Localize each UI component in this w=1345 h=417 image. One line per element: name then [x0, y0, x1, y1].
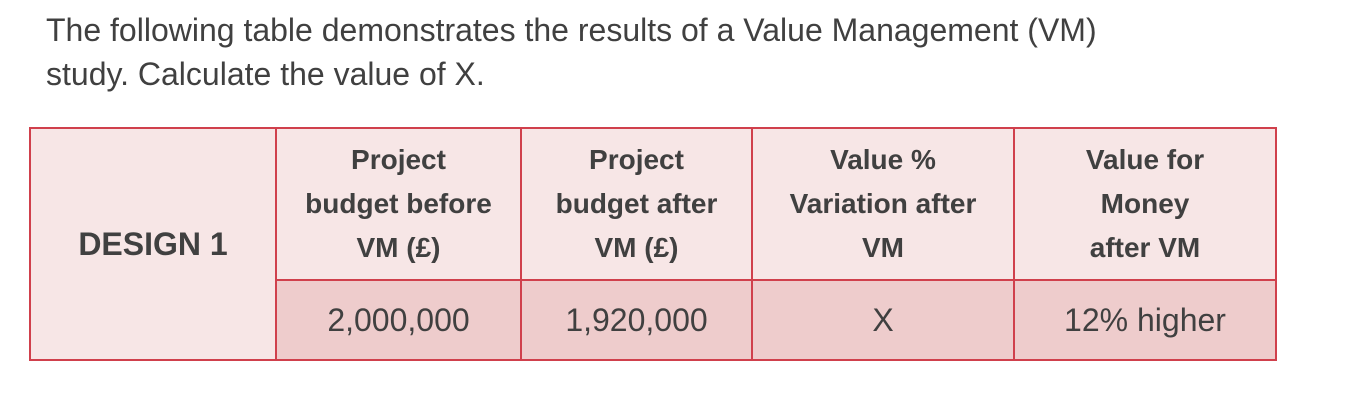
header-line: Project [589, 144, 684, 175]
question-line-2: study. Calculate the value of X. [46, 56, 485, 92]
table-header-row: DESIGN 1 Project budget before VM (£) Pr… [29, 127, 1277, 361]
value-variation-x: X [751, 279, 1015, 361]
header-budget-after-vm: Project budget after VM (£) [520, 127, 753, 281]
value-for-money: 12% higher [1013, 279, 1277, 361]
header-line: budget after [555, 188, 718, 219]
header-line: after VM [1089, 232, 1201, 263]
header-line: VM [862, 232, 904, 263]
header-line: budget before [305, 188, 492, 219]
header-line: VM (£) [356, 232, 441, 263]
header-line: Value for [1085, 144, 1205, 175]
header-budget-before-vm: Project budget before VM (£) [275, 127, 522, 281]
header-value-variation: Value % Variation after VM [751, 127, 1015, 281]
question-text: The following table demonstrates the res… [46, 8, 1286, 96]
header-line: VM (£) [594, 232, 679, 263]
vm-results-table: DESIGN 1 Project budget before VM (£) Pr… [29, 127, 1277, 361]
header-line: Project [351, 144, 446, 175]
header-line: Money [1100, 188, 1190, 219]
header-line: Value % [830, 144, 936, 175]
value-budget-before-vm: 2,000,000 [275, 279, 522, 361]
value-budget-after-vm: 1,920,000 [520, 279, 753, 361]
table-value-row: 2,000,000 1,920,000 X 12% higher [30, 279, 1277, 361]
question-line-1: The following table demonstrates the res… [46, 12, 1097, 48]
header-value-for-money: Value for Money after VM [1013, 127, 1277, 281]
row-label-design-1: DESIGN 1 [29, 127, 277, 361]
header-line: Variation after [789, 188, 977, 219]
